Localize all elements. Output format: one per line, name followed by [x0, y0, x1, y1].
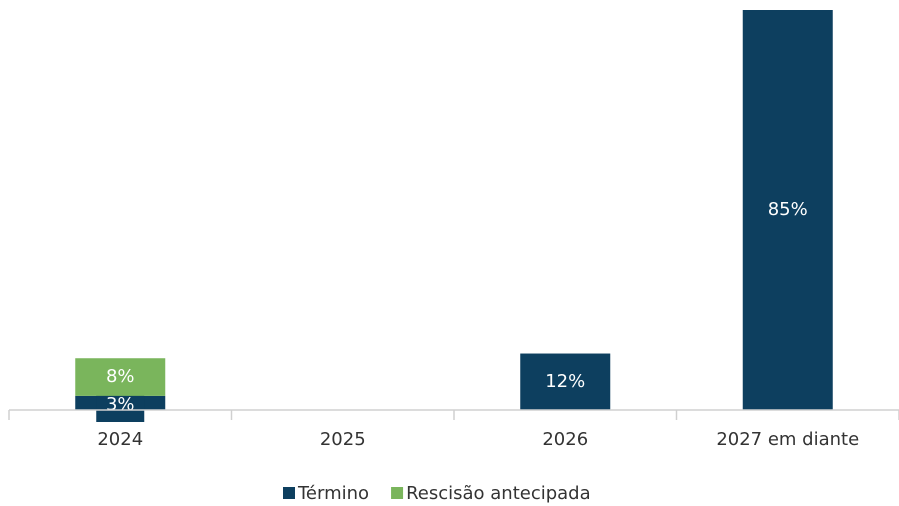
- bar-segment: [742, 10, 833, 410]
- legend-label: Término: [297, 483, 369, 504]
- data-label: 8%: [106, 366, 135, 387]
- x-tick-label: 2024: [97, 429, 143, 450]
- data-label: 85%: [768, 199, 808, 220]
- x-tick-label: 2025: [320, 429, 366, 450]
- bar-segment: [520, 353, 611, 410]
- x-tick-label: 2026: [542, 429, 588, 450]
- x-tick-label: 2027 em diante: [716, 429, 859, 450]
- legend-label: Rescisão antecipada: [406, 483, 591, 504]
- legend-swatch: [283, 487, 295, 499]
- bar-segment: [75, 358, 166, 396]
- data-label: 3%: [106, 394, 135, 415]
- legend-swatch: [391, 487, 404, 499]
- data-label: 12%: [545, 371, 585, 392]
